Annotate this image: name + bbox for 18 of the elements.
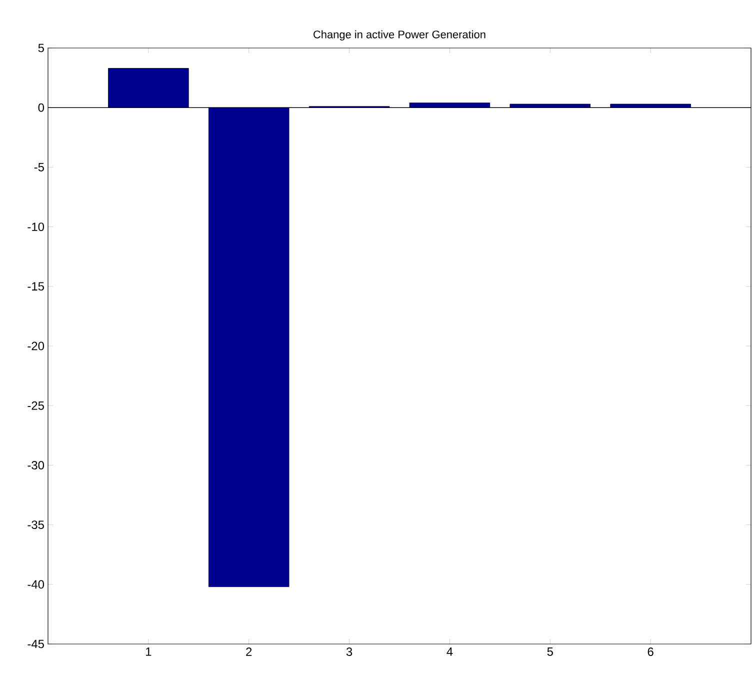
y-tick-label: -20 (28, 342, 44, 350)
y-tick-label: -30 (28, 460, 44, 470)
y-tick-label: -45 (28, 640, 44, 648)
x-tick-label: 5 (547, 648, 553, 656)
y-tick-label: -35 (28, 520, 44, 530)
y-tick-label: -5 (34, 163, 44, 172)
x-tick-label: 6 (648, 648, 654, 656)
chart-title: Change in active Power Generation (314, 30, 486, 40)
x-tick-label: 4 (446, 648, 453, 656)
y-tick-label: 0 (38, 103, 44, 112)
x-tick-label: 3 (346, 648, 352, 656)
y-tick-label: -10 (28, 222, 44, 232)
x-tick-label: 2 (246, 648, 252, 656)
y-tick-label: -15 (28, 282, 44, 291)
y-tick-label: -25 (28, 401, 44, 410)
y-tick-label: 5 (38, 44, 44, 52)
y-tick-label: -40 (28, 580, 44, 589)
x-tick-label: 1 (146, 648, 152, 656)
